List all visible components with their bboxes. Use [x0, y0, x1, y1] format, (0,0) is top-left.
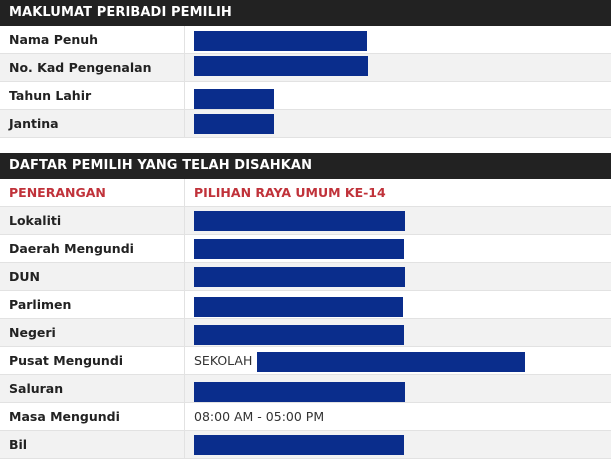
label-parlimen: Parlimen: [0, 291, 185, 318]
redaction-bar: [194, 382, 405, 402]
label-negeri: Negeri: [0, 319, 185, 346]
column-header-row: PENERANGAN PILIHAN RAYA UMUM KE-14: [0, 179, 611, 207]
redaction-bar: [194, 211, 405, 231]
row-daerah-mengundi: Daerah Mengundi: [0, 235, 611, 263]
label-nama-penuh: Nama Penuh: [0, 26, 185, 53]
row-bil: Bil: [0, 431, 611, 459]
label-tahun-lahir: Tahun Lahir: [0, 82, 185, 109]
row-tahun-lahir: Tahun Lahir: [0, 82, 611, 110]
redaction-bar: [194, 297, 403, 317]
row-negeri: Negeri: [0, 319, 611, 347]
label-masa-mengundi: Masa Mengundi: [0, 403, 185, 430]
row-pusat-mengundi: Pusat Mengundi SEKOLAH: [0, 347, 611, 375]
label-dun: DUN: [0, 263, 185, 290]
redaction-bar: [194, 56, 368, 76]
label-pusat-mengundi: Pusat Mengundi: [0, 347, 185, 374]
value-pusat-mengundi: SEKOLAH: [194, 353, 253, 368]
row-saluran: Saluran: [0, 375, 611, 403]
label-jantina: Jantina: [0, 110, 185, 137]
redaction-bar: [194, 267, 405, 287]
row-parlimen: Parlimen: [0, 291, 611, 319]
row-masa-mengundi: Masa Mengundi 08:00 AM - 05:00 PM: [0, 403, 611, 431]
label-no-kad-pengenalan: No. Kad Pengenalan: [0, 54, 185, 81]
label-saluran: Saluran: [0, 375, 185, 402]
redaction-bar: [194, 239, 404, 259]
label-lokaliti: Lokaliti: [0, 207, 185, 234]
redaction-bar: [194, 89, 274, 109]
redaction-bar: [194, 325, 404, 345]
row-jantina: Jantina: [0, 110, 611, 138]
row-no-kad-pengenalan: No. Kad Pengenalan: [0, 54, 611, 82]
redaction-bar: [194, 114, 274, 134]
row-dun: DUN: [0, 263, 611, 291]
value-masa-mengundi: 08:00 AM - 05:00 PM: [194, 409, 325, 424]
redaction-bar: [194, 31, 367, 51]
row-lokaliti: Lokaliti: [0, 207, 611, 235]
section-header-verified-voter-list: DAFTAR PEMILIH YANG TELAH DISAHKAN: [0, 153, 611, 179]
label-bil: Bil: [0, 431, 185, 458]
redaction-bar: [257, 352, 525, 372]
column-header-election: PILIHAN RAYA UMUM KE-14: [194, 185, 386, 200]
label-daerah-mengundi: Daerah Mengundi: [0, 235, 185, 262]
column-header-description: PENERANGAN: [0, 179, 185, 206]
redaction-bar: [194, 435, 404, 455]
section-header-personal-info: MAKLUMAT PERIBADI PEMILIH: [0, 0, 611, 26]
row-nama-penuh: Nama Penuh: [0, 26, 611, 54]
